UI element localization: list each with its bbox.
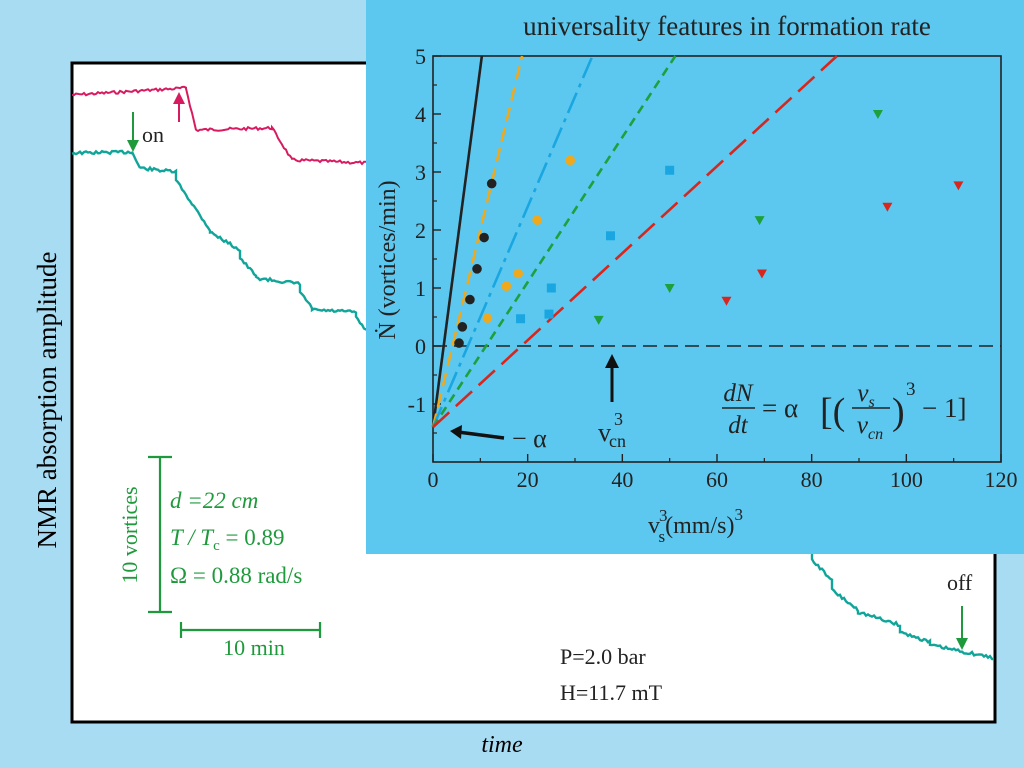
svg-text:vcn: vcn bbox=[857, 412, 883, 443]
scale-horizontal-label: 10 min bbox=[223, 635, 285, 660]
x-tick-label: 40 bbox=[611, 467, 633, 492]
point-blue bbox=[606, 231, 615, 241]
point-red bbox=[953, 181, 964, 191]
point-black bbox=[472, 264, 482, 274]
off-label: off bbox=[947, 570, 973, 595]
point-orange bbox=[501, 281, 512, 292]
point-green bbox=[754, 216, 765, 226]
x-tick-label: 80 bbox=[801, 467, 823, 492]
horizontal-scale-bar bbox=[179, 622, 322, 638]
svg-text:3: 3 bbox=[906, 379, 916, 400]
main-xlabel: time bbox=[481, 732, 523, 758]
data-points bbox=[454, 110, 964, 348]
x-tick-label: 120 bbox=[985, 467, 1018, 492]
point-orange bbox=[482, 313, 493, 323]
svg-text:dN: dN bbox=[723, 380, 754, 407]
on-label: on bbox=[142, 122, 164, 147]
lower-nmr-trace bbox=[71, 149, 995, 661]
x-tick-label: 20 bbox=[517, 467, 539, 492]
fit-line-orange bbox=[431, 55, 524, 428]
point-black bbox=[465, 294, 475, 305]
inset-panel bbox=[366, 0, 1024, 554]
point-black bbox=[479, 232, 489, 243]
y-tick-label: 4 bbox=[415, 102, 426, 127]
inset-ylabel: Ṅ (vortices/min) bbox=[375, 180, 401, 339]
pressure-label: P=2.0 bar bbox=[560, 644, 646, 669]
upper-nmr-trace bbox=[71, 85, 366, 166]
point-black bbox=[486, 178, 497, 189]
on-arrow-green-head bbox=[127, 140, 139, 152]
point-blue bbox=[546, 283, 556, 293]
vcn-arrow bbox=[605, 354, 619, 402]
alpha-label: − α bbox=[512, 424, 547, 453]
svg-text:− 1]: − 1] bbox=[922, 393, 966, 423]
vertical-scale-bar bbox=[148, 455, 172, 614]
scale-vertical-label: 10 vortices bbox=[117, 486, 142, 583]
fit-lines bbox=[431, 55, 838, 429]
point-blue bbox=[544, 309, 554, 319]
vcn-label: v 3 cn bbox=[598, 409, 626, 451]
svg-text:vs: vs bbox=[857, 380, 874, 411]
fit-line-black bbox=[431, 55, 484, 428]
point-blue bbox=[516, 314, 526, 324]
svg-text:= α: = α bbox=[762, 393, 798, 423]
x-tick-label: 0 bbox=[428, 467, 439, 492]
svg-text:dt: dt bbox=[728, 412, 749, 439]
y-tick-label: 0 bbox=[415, 334, 426, 359]
y-tick-label: -1 bbox=[408, 392, 426, 417]
x-tick-label: 100 bbox=[890, 467, 923, 492]
point-green bbox=[593, 315, 604, 325]
point-red bbox=[756, 269, 767, 279]
main-ylabel: NMR absorption amplitude bbox=[32, 252, 62, 549]
formula: dN dt = α [( vs vcn ) 3 − 1] bbox=[722, 379, 966, 443]
inset-xlabel: v3 s(mm/s)3 bbox=[648, 505, 743, 546]
param-d: d =22 cm bbox=[170, 488, 258, 513]
point-black bbox=[457, 322, 468, 332]
point-orange bbox=[513, 268, 523, 279]
svg-text:[(: [( bbox=[820, 391, 845, 433]
off-arrow-head bbox=[956, 638, 968, 650]
field-label: H=11.7 mT bbox=[560, 680, 663, 705]
point-black bbox=[454, 338, 464, 348]
inset-axes: 0 20 40 60 80 100 120 -1 0 1 2 3 4 5 bbox=[408, 44, 1018, 492]
point-red bbox=[721, 296, 732, 306]
point-orange bbox=[565, 155, 576, 166]
point-orange bbox=[532, 215, 542, 225]
inset-title: universality features in formation rate bbox=[523, 11, 931, 41]
param-t: T / Tc = 0.89 bbox=[170, 525, 284, 554]
point-red bbox=[882, 202, 893, 212]
y-tick-label: 3 bbox=[415, 160, 426, 185]
y-tick-label: 5 bbox=[415, 44, 426, 69]
point-green bbox=[664, 284, 675, 293]
point-green bbox=[872, 110, 883, 119]
point-blue bbox=[665, 165, 675, 175]
param-omega: Ω = 0.88 rad/s bbox=[170, 563, 302, 588]
on-arrow-red-head bbox=[173, 92, 185, 104]
x-tick-label: 60 bbox=[706, 467, 728, 492]
svg-text:): ) bbox=[892, 391, 905, 433]
y-tick-label: 1 bbox=[415, 276, 426, 301]
alpha-arrow bbox=[450, 425, 505, 440]
fit-line-blue bbox=[431, 55, 594, 428]
y-tick-label: 2 bbox=[415, 218, 426, 243]
